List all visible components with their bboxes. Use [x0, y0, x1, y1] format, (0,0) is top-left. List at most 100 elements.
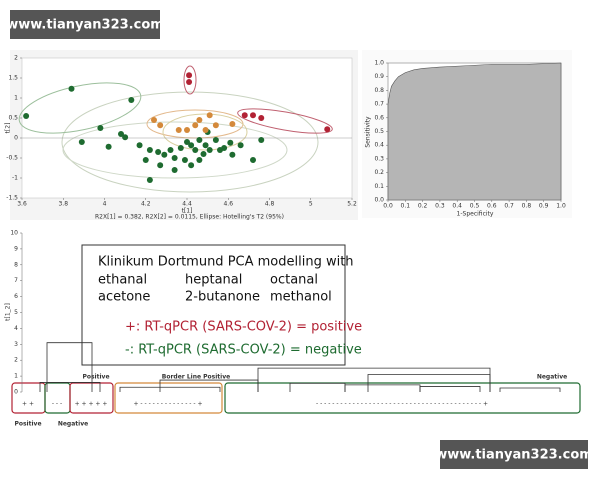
- point: [186, 72, 193, 79]
- point: [221, 145, 228, 151]
- y-tick-label: 8: [14, 261, 18, 268]
- merge: [46, 342, 93, 392]
- x-tick-label: 0.5: [470, 203, 480, 210]
- merge: [344, 384, 421, 392]
- y-tick-label: -1: [12, 175, 18, 182]
- x-tick-label: 4.4: [182, 201, 192, 208]
- point: [184, 127, 190, 133]
- x-axis-label: t[1]: [182, 208, 193, 215]
- y-tick-label: 0.1: [374, 183, 384, 190]
- ellipses: [18, 65, 333, 193]
- y-tick-label: -0.5: [6, 155, 18, 162]
- x-tick-label: 0.6: [487, 203, 497, 210]
- y-tick-label: 7: [14, 277, 18, 284]
- x-tick-label: 5.2: [347, 201, 357, 208]
- point: [146, 147, 153, 153]
- x-tick-label: 0.3: [435, 203, 445, 210]
- leaf-marks: - - -: [52, 401, 62, 408]
- y-tick-label: 0: [14, 389, 18, 396]
- point: [196, 117, 203, 123]
- point: [229, 121, 236, 127]
- note-line: Klinikum Dortmund PCA modelling with: [98, 255, 354, 270]
- point: [171, 167, 178, 173]
- point: [196, 157, 203, 163]
- y-tick-label: 3: [14, 341, 18, 348]
- point: [157, 122, 164, 129]
- y-axis-label: t[1_2]: [5, 303, 12, 321]
- point: [161, 151, 168, 158]
- y-tick-label: 4: [14, 325, 18, 332]
- point: [128, 97, 135, 103]
- point: [122, 134, 129, 141]
- merge: [257, 367, 491, 392]
- group-box: [69, 382, 114, 414]
- x-tick-label: 3.6: [17, 201, 27, 208]
- y-tick-label: 1.5: [8, 75, 18, 82]
- point: [258, 115, 265, 121]
- y-tick-label: 1: [14, 95, 18, 102]
- note-line: heptanal: [185, 273, 242, 288]
- x-tick-label: 0.1: [401, 203, 411, 210]
- merge: [367, 374, 491, 392]
- x-tick-label: 0.8: [522, 203, 532, 210]
- point: [192, 147, 199, 153]
- x-axis-label: 1-Specificity: [457, 211, 494, 218]
- point: [250, 112, 256, 119]
- point: [196, 137, 203, 143]
- y-tick-label: 0.4: [374, 142, 384, 149]
- leaf-marks: + +: [22, 401, 34, 408]
- point: [200, 151, 207, 157]
- merge: [289, 382, 346, 392]
- group-label: Border Line Positive: [162, 374, 230, 381]
- y-tick-label: 0.0: [374, 197, 384, 204]
- x-tick-label: 0.4: [452, 203, 462, 210]
- area: [387, 62, 562, 201]
- note-line: acetone: [98, 290, 150, 305]
- point: [181, 157, 188, 163]
- x-tick-label: 0.9: [539, 203, 549, 210]
- point: [142, 157, 149, 163]
- point: [324, 126, 331, 133]
- point: [212, 122, 219, 129]
- group-box: [44, 382, 71, 414]
- group-box: [224, 382, 581, 414]
- group-label: Positive: [14, 421, 41, 428]
- point: [229, 151, 236, 158]
- y-tick-label: 0.6: [374, 114, 384, 121]
- x-tick-label: 0.7: [504, 203, 514, 210]
- point: [157, 162, 164, 169]
- leaf-marks: - - - - - - - - - - - - - - - - - - - - …: [316, 401, 488, 408]
- x-tick-label: 4.8: [265, 201, 275, 208]
- point: [171, 155, 178, 161]
- group-label: Negative: [537, 374, 567, 381]
- group-label: Positive: [82, 374, 109, 381]
- point: [167, 147, 174, 153]
- point: [237, 142, 244, 149]
- point: [192, 122, 199, 129]
- watermark-box: [440, 440, 588, 469]
- point: [212, 137, 219, 143]
- point: [186, 79, 193, 85]
- point: [118, 131, 124, 137]
- y-tick-label: 2: [14, 55, 18, 62]
- note-line: -: RT-qPCR (SARS-COV-2) = negative: [125, 343, 362, 358]
- point: [175, 127, 182, 133]
- point: [188, 142, 195, 149]
- x-tick-label: 1.0: [556, 203, 566, 210]
- x-tick-label: 5: [309, 201, 313, 208]
- y-tick-label: 6: [14, 293, 18, 300]
- y-tick-label: 5: [14, 309, 18, 316]
- group-label: Negative: [58, 421, 88, 428]
- note-line: methanol: [270, 290, 332, 305]
- note-line: octanal: [270, 273, 318, 288]
- ellipse: [61, 91, 319, 193]
- watermark: www.tianyan323.com: [435, 448, 593, 463]
- ellipse: [183, 65, 197, 95]
- note-line: +: RT-qPCR (SARS-COV-2) = positive: [125, 320, 362, 335]
- watermark: www.tianyan323.com: [6, 18, 164, 33]
- ellipse: [18, 82, 142, 134]
- point: [188, 162, 195, 169]
- x-tick-label: 0.2: [418, 203, 428, 210]
